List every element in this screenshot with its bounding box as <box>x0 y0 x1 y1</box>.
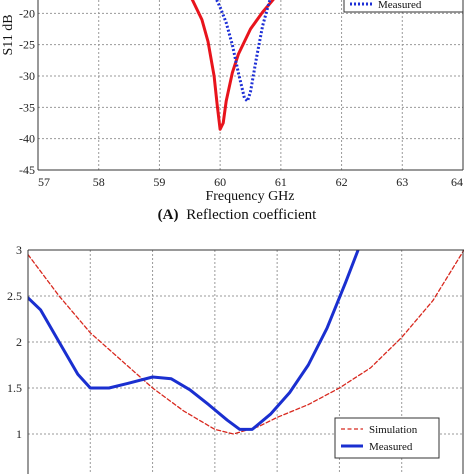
s11-y-ticks: -20 -25 -30 -35 -40 -45 <box>19 6 35 177</box>
vswr-y-tick-label: 1.5 <box>7 381 22 395</box>
vswr-y-tick-label: 2 <box>16 335 22 349</box>
vswr-y-tick-label: 1 <box>16 427 22 441</box>
s11-x-tick-label: 58 <box>93 175 105 189</box>
s11-x-tick-label: 59 <box>153 175 165 189</box>
s11-frame <box>37 0 464 171</box>
s11-series-0-line <box>190 0 275 131</box>
vswr-chart: 1 1.5 2 2.5 3 Simulation Measured <box>7 243 464 474</box>
s11-x-axis-label: Frequency GHz <box>205 189 294 204</box>
vswr-y-ticks: 1 1.5 2 2.5 3 <box>7 243 22 441</box>
s11-legend-box <box>343 0 464 13</box>
s11-chart: -20 -25 -30 -35 -40 -45 57 58 59 60 61 62 63 64 S11 … <box>1 0 464 204</box>
s11-y-tick-label: -45 <box>19 163 35 177</box>
caption-text: (A) Reflection coefficient <box>158 207 317 223</box>
vswr-y-tick-label: 3 <box>16 243 22 257</box>
vswr-legend-box <box>334 417 440 459</box>
caption-letter: (A) <box>158 207 179 223</box>
s11-y-tick-label: -40 <box>19 132 35 146</box>
s11-legend-label-measured: Measured <box>378 0 422 11</box>
vswr-legend: Simulation Measured <box>334 417 440 459</box>
s11-x-tick-label: 60 <box>214 175 226 189</box>
s11-x-tick-label: 61 <box>275 175 287 189</box>
s11-y-tick-label: -25 <box>19 38 35 52</box>
vswr-y-tick-label: 2.5 <box>7 289 22 303</box>
vswr-series-1-line <box>28 250 360 431</box>
s11-y-tick-label: -30 <box>19 69 35 83</box>
caption-a: (A) Reflection coefficient <box>158 207 317 223</box>
s11-x-tick-label: 64 <box>451 175 463 189</box>
s11-y-tick-label: -35 <box>19 100 35 114</box>
s11-series <box>190 0 275 131</box>
s11-y-axis-label: S11 dB <box>1 14 16 55</box>
s11-x-tick-label: 57 <box>38 175 50 189</box>
s11-legend: Measured <box>343 0 464 13</box>
s11-y-tick-label: -20 <box>19 6 35 20</box>
vswr-series <box>28 250 464 435</box>
s11-series-1-line <box>215 0 272 103</box>
s11-x-tick-label: 63 <box>396 175 408 189</box>
s11-x-tick-label: 62 <box>336 175 348 189</box>
caption-title: Reflection coefficient <box>186 207 317 223</box>
s11-x-ticks: 57 58 59 60 61 62 63 64 <box>38 175 463 189</box>
vswr-legend-label-measured: Measured <box>369 441 413 453</box>
vswr-frame <box>27 249 464 474</box>
s11-grid <box>38 0 463 170</box>
vswr-legend-label-simulation: Simulation <box>369 424 418 436</box>
